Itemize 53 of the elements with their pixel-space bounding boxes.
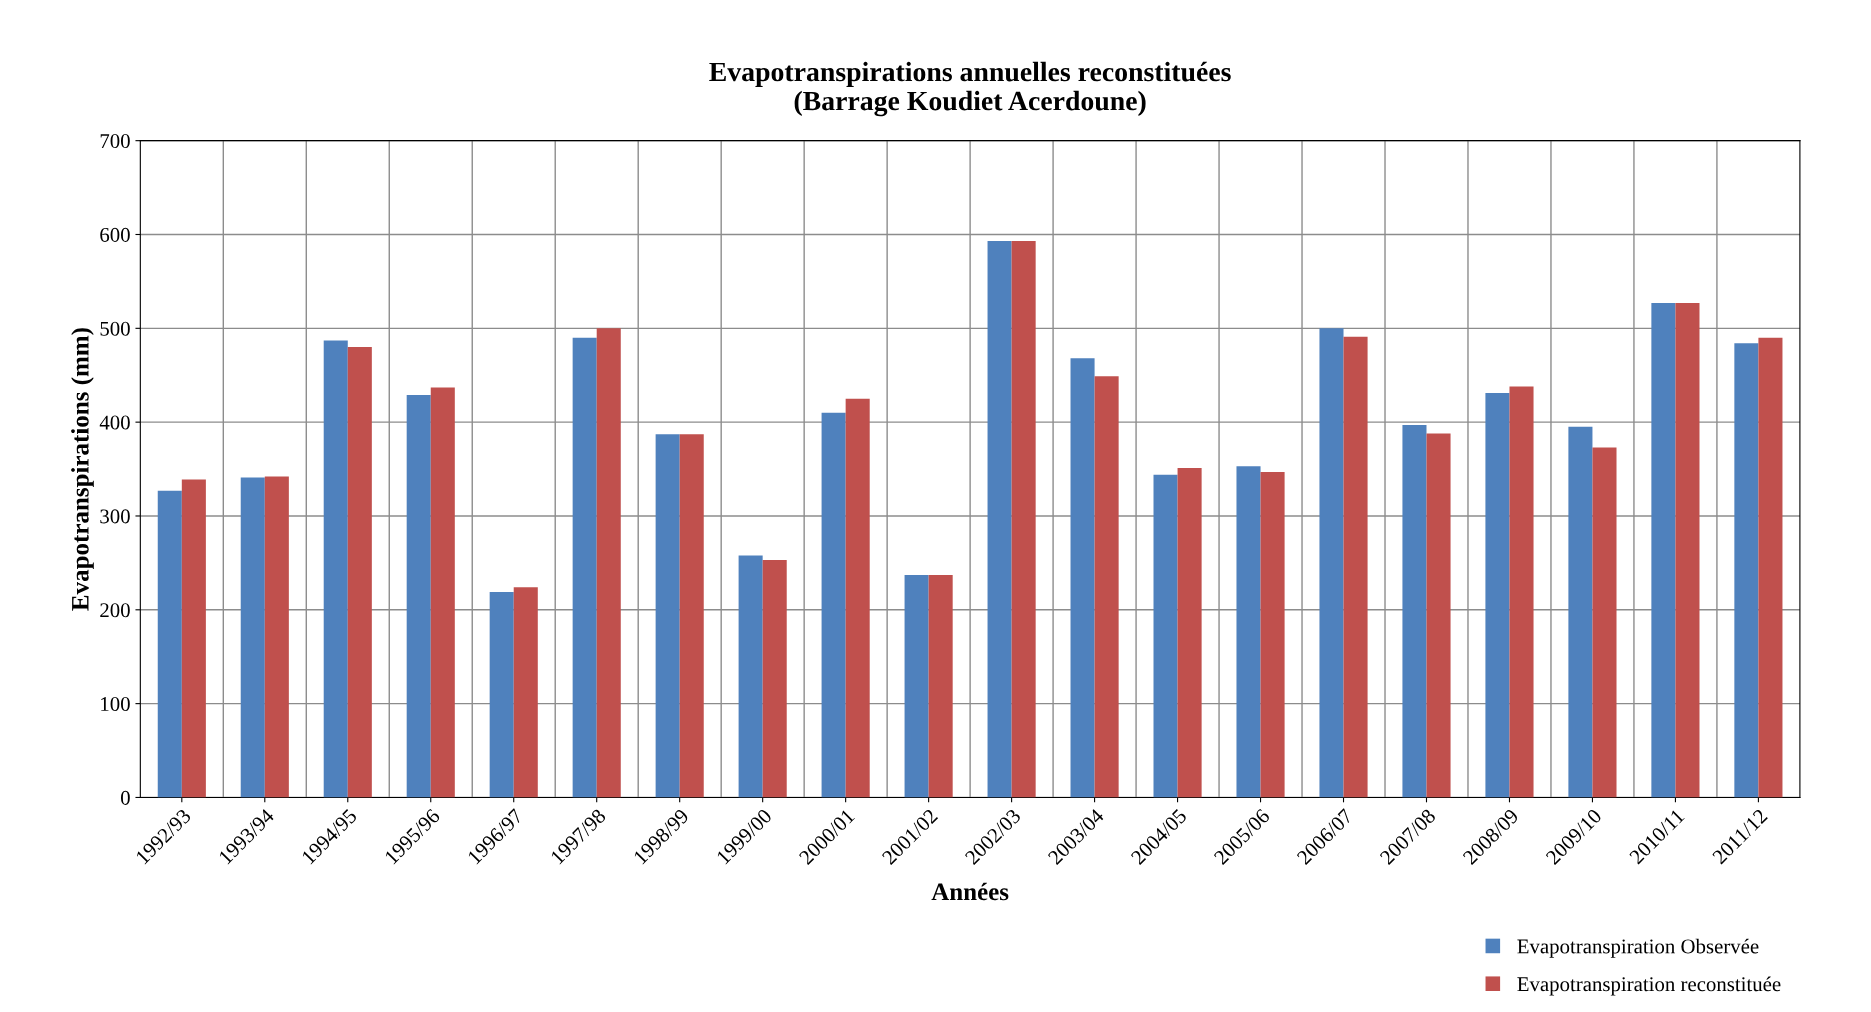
bar [489,591,514,798]
bar [1734,343,1759,798]
bar [323,340,348,798]
bar [157,490,182,798]
bar [679,434,704,798]
bar [904,575,929,798]
bar [1070,358,1095,798]
bar [1509,386,1534,798]
bar [1485,393,1510,798]
bar [987,241,1012,798]
bar [1675,302,1700,798]
y-tick-label: 500 [100,321,130,336]
bar [264,476,289,798]
y-axis-title: Evapotranspirations (mm) [71,328,94,611]
bar [181,479,206,798]
bar [240,477,265,798]
bar [821,412,846,798]
bar [1319,328,1344,798]
bar [406,394,431,798]
bar [347,347,372,798]
y-tick-label: 600 [100,227,130,242]
legend-label: Evapotranspiration reconstituée [1517,976,1781,996]
x-axis-title: Années [931,882,1009,901]
bar [1758,337,1783,798]
bar [1236,466,1261,798]
bar [845,398,870,798]
y-tick-label: 700 [100,134,130,149]
bar [1343,336,1368,798]
y-tick-label: 100 [101,697,130,712]
bar [1402,424,1427,798]
bar [1426,433,1451,798]
y-tick-label: 200 [100,603,130,618]
bar [928,575,953,798]
chart-title: Evapotranspirations annuelles reconstituées (Barrage Koudiet Acerdoune) [709,61,1231,117]
bar [1651,302,1676,798]
bar [430,387,455,798]
bar [1011,241,1036,798]
bar [596,328,621,798]
bar [1592,447,1617,798]
bar [762,560,787,798]
bar [1260,471,1285,798]
y-tick-label: 300 [100,509,130,524]
y-tick-label: 400 [99,415,130,430]
bar [1094,376,1119,798]
bar [655,434,680,798]
bar [513,587,538,798]
y-tick-label: 0 [120,790,130,805]
bar [738,555,763,798]
bar [1177,468,1202,798]
bar [1153,474,1178,798]
bar [572,337,597,798]
legend-label: Evapotranspiration Observée [1517,938,1759,958]
bar [1568,426,1593,798]
